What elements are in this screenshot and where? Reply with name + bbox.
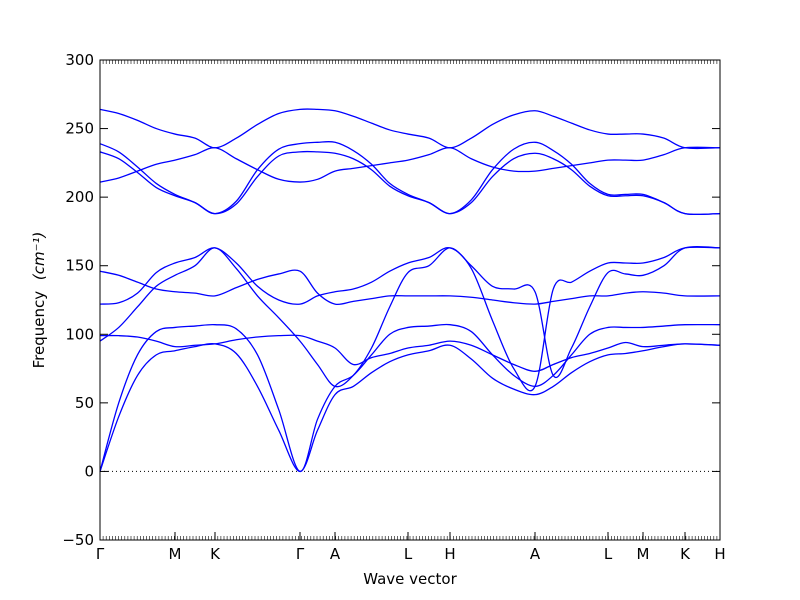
y-tick-label: 250 bbox=[65, 120, 94, 138]
x-tick-label: M bbox=[169, 545, 182, 563]
y-axis-title: Frequency (cm⁻¹) bbox=[30, 232, 48, 369]
x-axis-title: Wave vector bbox=[363, 570, 457, 588]
y-tick-label: 200 bbox=[65, 188, 94, 206]
band-line-1 bbox=[99, 342, 721, 473]
y-tick-label: 300 bbox=[65, 51, 94, 69]
band-line-10 bbox=[99, 108, 721, 150]
band-line-9 bbox=[99, 146, 721, 183]
tick-layer: −50 0 50 100 150 200 250 300 Γ M K Γ A L H A L M K H bbox=[62, 51, 725, 563]
y-tick-label: 0 bbox=[84, 462, 94, 480]
x-tick-label: L bbox=[604, 545, 613, 563]
y-tick-label: 100 bbox=[65, 325, 94, 343]
minor-tick-layer bbox=[99, 60, 721, 540]
band-line-6 bbox=[99, 269, 721, 306]
x-tick-label: L bbox=[404, 545, 413, 563]
x-tick-label: H bbox=[714, 545, 725, 563]
band-line-2 bbox=[99, 323, 721, 473]
x-tick-label: A bbox=[330, 545, 341, 563]
x-tick-label: K bbox=[210, 545, 221, 563]
x-tick-label: Γ bbox=[96, 545, 105, 563]
band-line-3 bbox=[99, 245, 721, 388]
y-tick-label: 150 bbox=[65, 257, 94, 275]
x-tick-label: K bbox=[680, 545, 691, 563]
band-line-4 bbox=[99, 246, 721, 392]
band-line-5 bbox=[99, 334, 721, 372]
y-axis-title-text: Frequency bbox=[30, 291, 48, 369]
y-axis-unit: (cm⁻¹) bbox=[30, 232, 48, 281]
x-tick-label: H bbox=[444, 545, 455, 563]
x-tick-label: Γ bbox=[296, 545, 305, 563]
y-tick-label: −50 bbox=[62, 531, 94, 549]
band-layer bbox=[99, 108, 721, 473]
x-tick-label: A bbox=[530, 545, 541, 563]
y-tick-label: 50 bbox=[75, 394, 94, 412]
plot-frame bbox=[99, 59, 721, 541]
band-line-8 bbox=[99, 140, 721, 216]
x-tick-label: M bbox=[637, 545, 650, 563]
